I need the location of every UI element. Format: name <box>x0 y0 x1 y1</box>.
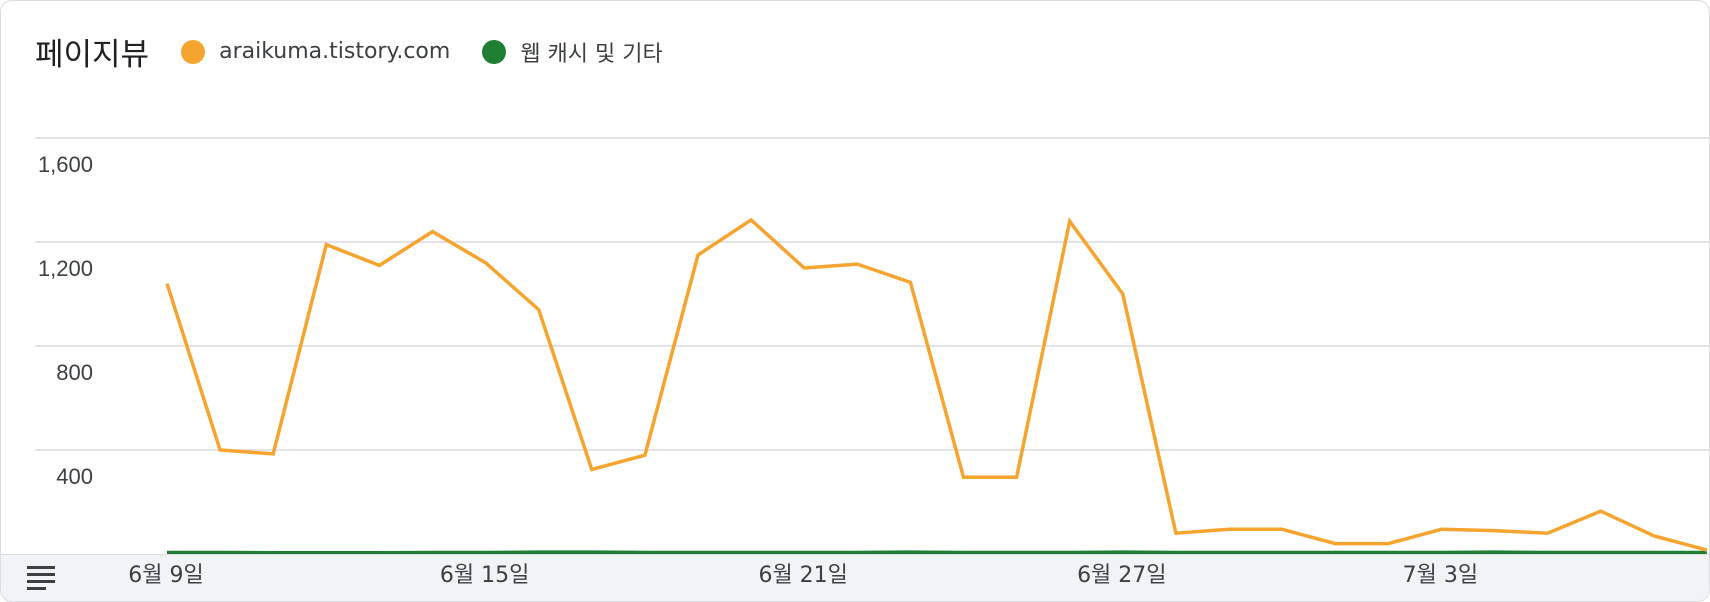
legend-dot-icon <box>482 39 507 64</box>
y-tick-label: 800 <box>56 360 93 385</box>
y-tick-label: 1,600 <box>38 152 93 177</box>
series-line-araikuma[interactable] <box>165 216 1708 552</box>
x-tick-label: 6월 15일 <box>440 563 529 588</box>
legend-item-araikuma[interactable]: araikuma.tistory.com <box>181 39 450 64</box>
legend-label: araikuma.tistory.com <box>219 39 451 64</box>
x-axis-ticks: 6월 9일 6월 15일 6월 21일 6월 27일 7월 3일 <box>128 563 1478 588</box>
series-lines <box>165 216 1708 555</box>
legend-item-web-cache[interactable]: 웹 캐시 및 기타 <box>482 36 663 68</box>
chart-footer-bar <box>1 554 1709 601</box>
y-axis-ticks: 400 800 1,200 1,600 <box>38 152 93 489</box>
grid-lines <box>35 137 1709 451</box>
x-tick-label: 7월 3일 <box>1403 563 1478 588</box>
y-tick-label: 400 <box>56 464 93 489</box>
chart-header: 페이지뷰 araikuma.tistory.com 웹 캐시 및 기타 <box>35 29 695 74</box>
x-tick-label: 6월 9일 <box>128 563 203 588</box>
legend-label: 웹 캐시 및 기타 <box>520 41 663 67</box>
x-tick-label: 6월 27일 <box>1077 563 1166 588</box>
y-tick-label: 1,200 <box>38 256 93 281</box>
series-line-web-cache[interactable] <box>167 550 1707 555</box>
legend-dot-icon <box>181 39 206 64</box>
x-tick-label: 6월 21일 <box>758 563 847 588</box>
menu-icon[interactable] <box>27 564 57 592</box>
chart-title: 페이지뷰 <box>35 37 150 73</box>
